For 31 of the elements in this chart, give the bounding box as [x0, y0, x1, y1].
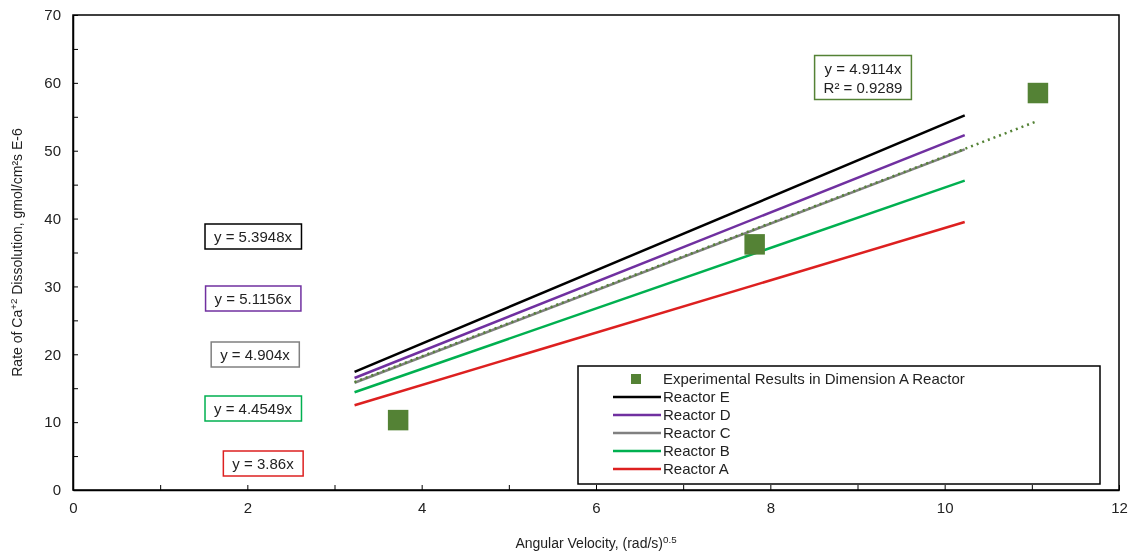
annotation: y = 4.904x [220, 346, 291, 363]
annotation: y = 4.9114x R² = 0.9289 [823, 59, 903, 96]
x-tick-label: 4 [417, 498, 427, 516]
x-tick-label: 12 [1111, 498, 1128, 516]
legend-label: Reactor B [663, 442, 730, 459]
annotation: y = 5.1156x [214, 290, 292, 307]
point [387, 409, 409, 431]
x-tick-label: 10 [936, 498, 954, 516]
y-tick-label: 0 [52, 481, 61, 499]
y-tick-label: 10 [44, 413, 61, 431]
legend-label: Reactor A [663, 460, 729, 477]
y-tick-label: 60 [44, 74, 61, 92]
y-tick-label: 20 [44, 345, 61, 363]
x-tick-label: 0 [69, 498, 78, 516]
legend-label: Reactor D [663, 406, 731, 423]
legend-label: Reactor C [663, 424, 731, 441]
x-tick-label: 8 [766, 498, 776, 516]
annotation: y = 5.3948x [214, 228, 293, 245]
annotation: y = 4.4549x [214, 400, 293, 417]
x-tick-label: 6 [592, 498, 601, 516]
point [1027, 82, 1049, 104]
legend-label: Reactor E [663, 388, 730, 405]
x-axis-title: Angular Velocity, (rad/s)$^{0.5}$ [515, 533, 678, 551]
legend-label: Experimental Results in Dimension A Reactor [663, 370, 965, 387]
y-tick-label: 70 [44, 6, 61, 24]
x-tick-label: 2 [243, 498, 253, 516]
point [744, 234, 765, 255]
y-tick-label: 50 [44, 142, 61, 160]
y-tick-label: 30 [44, 277, 61, 295]
y-tick-label: 40 [44, 209, 61, 227]
annotation: y = 3.86x [232, 455, 295, 472]
